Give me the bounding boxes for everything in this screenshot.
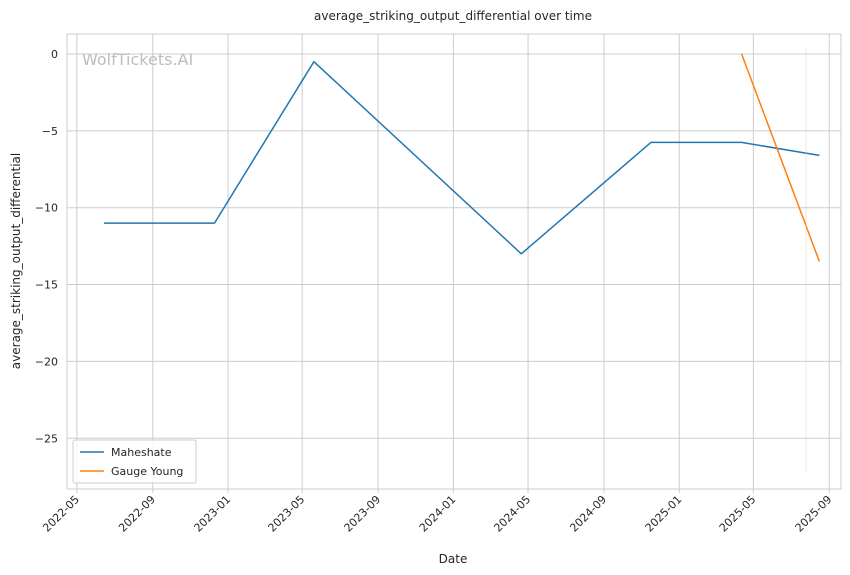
legend-box (72, 439, 197, 484)
y-tick-label: −25 (35, 432, 58, 445)
y-tick-label: −20 (35, 355, 58, 368)
x-axis-label: Date (439, 552, 468, 566)
grid (67, 34, 841, 489)
legend-label-maheshate: Maheshate (111, 446, 172, 459)
y-tick-label: −5 (42, 125, 58, 138)
y-axis-label: average_striking_output_differential (9, 153, 23, 369)
chart-title: average_striking_output_differential ove… (314, 9, 592, 23)
legend-label-gauge-young: Gauge Young (111, 465, 183, 478)
y-tick-label: −15 (35, 279, 58, 292)
legend: Maheshate Gauge Young (72, 439, 197, 484)
y-tick-label: −10 (35, 202, 58, 215)
series-line-gauge-young (740, 53, 821, 262)
plot-area-border (66, 33, 842, 490)
y-tick-label: 0 (51, 48, 58, 61)
series-line-maheshate (104, 60, 820, 255)
series-lines (104, 53, 821, 262)
watermark: WolfTickets.AI (82, 50, 193, 69)
